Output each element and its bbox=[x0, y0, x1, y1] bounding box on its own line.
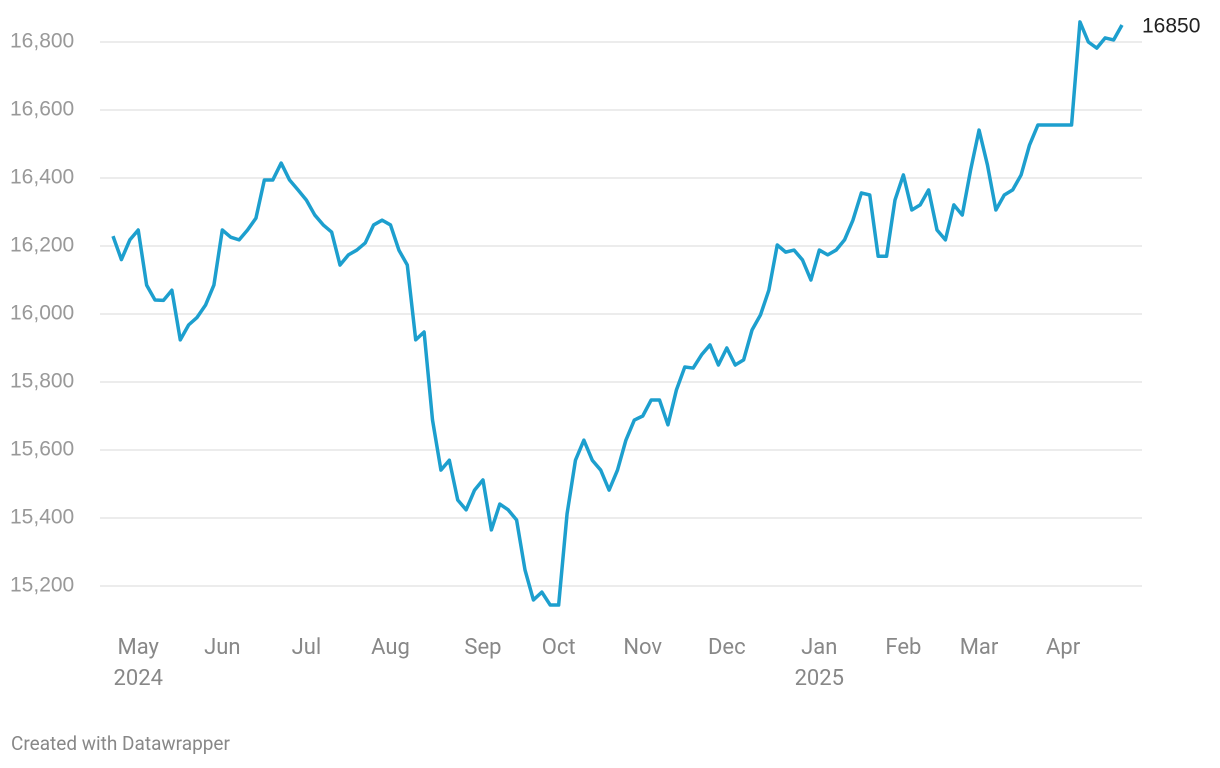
x-tick-label: May 2024 bbox=[113, 635, 163, 691]
x-tick-label: Apr bbox=[1046, 635, 1081, 660]
x-tick-label: Nov bbox=[623, 635, 663, 660]
y-tick-label: 15,800 bbox=[10, 370, 74, 393]
x-tick-label: Sep bbox=[464, 635, 502, 660]
y-tick-label: 15,200 bbox=[10, 574, 74, 597]
x-tick-label: Jan 2025 bbox=[794, 635, 845, 691]
y-tick-label: 16,400 bbox=[10, 166, 74, 189]
x-tick-label: Aug bbox=[371, 635, 410, 660]
x-tick-label: Mar bbox=[959, 635, 999, 660]
line bbox=[111, 20, 1124, 607]
y-tick-label: 16,800 bbox=[10, 30, 74, 53]
y-tick-label: 16,600 bbox=[10, 98, 74, 121]
x-tick-label: Feb bbox=[885, 635, 922, 660]
x-tick-label: Dec bbox=[707, 635, 746, 660]
end-value-label: 16850 bbox=[1142, 15, 1200, 38]
x-tick-label: Jun bbox=[204, 635, 241, 660]
y-tick-label: 15,600 bbox=[10, 438, 74, 461]
y-tick-label: 16,000 bbox=[10, 302, 74, 325]
x-tick-label: Oct bbox=[541, 635, 576, 660]
credit: Created with Datawrapper bbox=[11, 732, 230, 755]
x-tick-label: Jul bbox=[291, 635, 322, 660]
y-tick-label: 15,400 bbox=[10, 506, 74, 529]
y-tick-label: 16,200 bbox=[10, 234, 74, 257]
